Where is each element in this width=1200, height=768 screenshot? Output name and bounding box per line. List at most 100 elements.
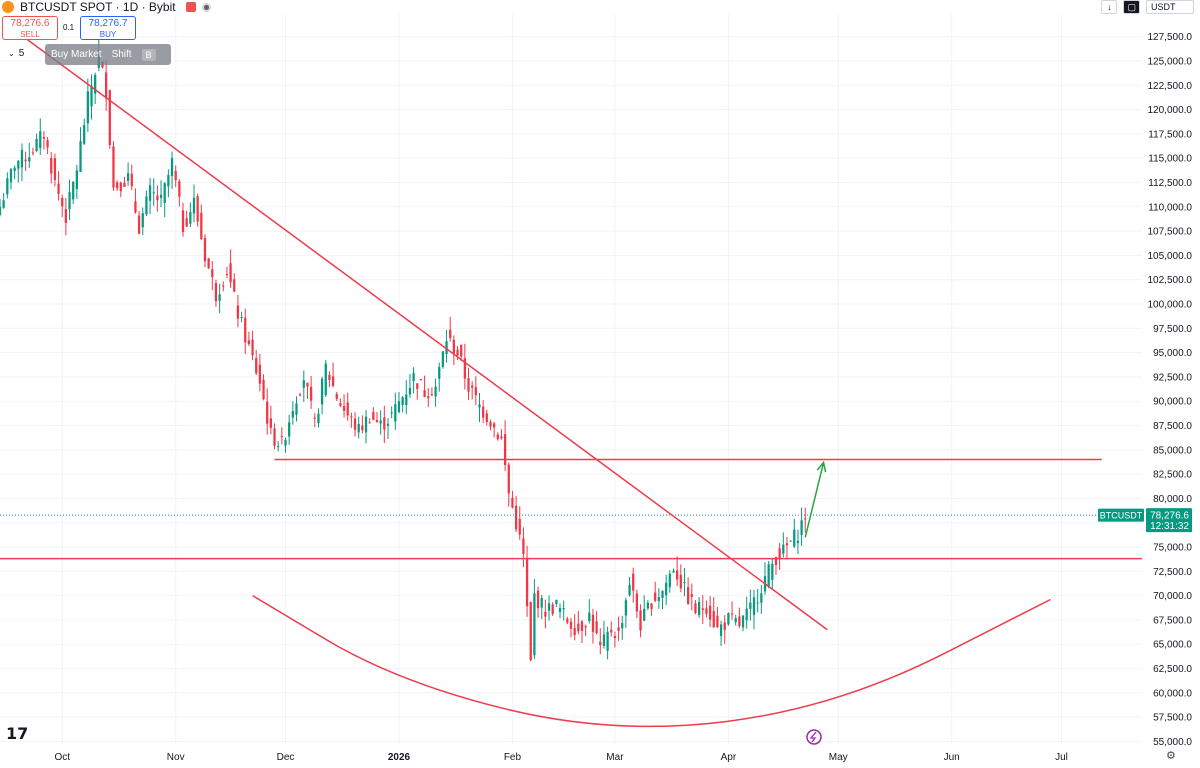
indicators-toggle[interactable]: ⌄ 5 (8, 48, 24, 59)
candle-body (9, 169, 13, 183)
candle-body (170, 158, 174, 176)
candle-body (372, 411, 375, 420)
candle-body (214, 282, 218, 302)
x-tick-label: Jun (944, 752, 960, 763)
candle-body (13, 167, 16, 171)
arrow-drawing[interactable] (804, 462, 825, 538)
candle-body (771, 563, 774, 580)
quantity-value[interactable]: 0.1 (63, 23, 75, 32)
trendline-drawing-0[interactable] (3, 21, 828, 631)
candle-body (482, 406, 485, 418)
indicator-count: 5 (18, 48, 25, 59)
candle-body (350, 416, 353, 418)
candle-body (167, 175, 170, 187)
candle-body (339, 403, 342, 406)
candle-body (236, 305, 240, 319)
candle-body (712, 610, 715, 627)
candle-body (708, 605, 712, 620)
candle-body (335, 393, 338, 399)
candle-body (657, 597, 660, 601)
candle-body (280, 436, 283, 438)
candle-body (730, 613, 734, 615)
candle-body (244, 317, 247, 343)
candle-body (152, 192, 155, 194)
candle-body (478, 404, 481, 408)
candle-body (562, 608, 565, 610)
candle-body (262, 379, 265, 400)
candle-body (288, 422, 291, 437)
candle-body (309, 387, 313, 401)
candle-body (174, 170, 177, 181)
candle-body (273, 428, 276, 446)
candle-body (800, 520, 803, 536)
candle-body (79, 141, 82, 173)
candle-body (222, 285, 225, 287)
candle-body (654, 592, 657, 601)
arc-drawing[interactable] (252, 594, 1051, 728)
candle-body (390, 412, 393, 414)
candle-body (679, 574, 682, 589)
y-tick-label: 125,000.0 (1148, 57, 1193, 68)
candle-body (233, 279, 236, 292)
candle-body (752, 597, 756, 615)
candle-body (28, 157, 31, 162)
flag-icon[interactable] (185, 2, 196, 12)
candle-body (94, 74, 97, 94)
candle-body (379, 420, 382, 424)
candle-body (2, 200, 5, 208)
currency-select[interactable]: USDT (1146, 0, 1194, 14)
y-tick-label: 75,000.0 (1153, 543, 1192, 554)
x-tick-label: Nov (167, 752, 185, 763)
y-tick-label: 115,000.0 (1148, 154, 1192, 165)
y-tick-label: 117,500.0 (1148, 129, 1192, 140)
candle-body (31, 152, 35, 154)
screenshot-icon[interactable]: ▢ (1123, 0, 1140, 14)
candle-body (313, 417, 316, 419)
y-tick-label: 65,000.0 (1153, 640, 1192, 651)
currency-label: USDT (1151, 2, 1176, 12)
candle-body (423, 390, 426, 398)
candle-body (613, 635, 617, 639)
candle-body (251, 339, 254, 356)
candle-body (749, 602, 752, 609)
candle-body (793, 529, 796, 547)
gear-icon[interactable]: ⚙ (1166, 750, 1176, 762)
candle-body (643, 608, 646, 621)
y-tick-label: 127,500.0 (1148, 32, 1193, 43)
y-tick-label: 70,000.0 (1153, 591, 1192, 602)
candle-body (35, 138, 38, 152)
price-axis[interactable]: 55,000.0 57,500.0 60,000.0 62,500.0 65,000.0… (1148, 32, 1193, 748)
candle-body (441, 351, 445, 367)
sell-button[interactable]: 78,276.6 SELL (2, 16, 58, 40)
candle-body (573, 627, 576, 636)
candle-body (203, 237, 207, 262)
y-tick-label: 55,000.0 (1153, 737, 1192, 748)
symbol-title[interactable]: BTCUSDT SPOT · 1D · Bybit (20, 0, 176, 14)
drawings[interactable] (0, 21, 1142, 728)
candle-body (137, 215, 141, 234)
buy-button[interactable]: 78,276.7 BUY (80, 16, 136, 40)
candle-body (46, 140, 49, 148)
tooltip-key-shift: Shift (111, 49, 132, 60)
replay-icon[interactable] (806, 729, 822, 745)
candle-body (255, 358, 258, 374)
market-status-icon (201, 2, 211, 12)
candle-body (723, 622, 726, 630)
arrow-down-icon[interactable]: ↓ (1101, 0, 1118, 14)
candle-body (266, 401, 269, 424)
candle-body (178, 181, 181, 197)
candle-body (456, 349, 459, 356)
candle-body (514, 505, 518, 530)
candle-body (90, 85, 93, 107)
candle-body (555, 599, 558, 604)
candle-body (17, 160, 20, 169)
y-tick-label: 57,500.0 (1153, 713, 1192, 724)
candle-body (676, 570, 679, 580)
tradingview-logo[interactable]: 17 (6, 724, 29, 743)
candle-body (705, 608, 708, 614)
time-axis[interactable]: Oct Nov Dec 2026 Feb Mar Apr May Jun Jul (54, 752, 1067, 763)
y-tick-label: 97,500.0 (1153, 324, 1192, 335)
candle-body (734, 618, 737, 623)
candle-body (595, 621, 598, 634)
